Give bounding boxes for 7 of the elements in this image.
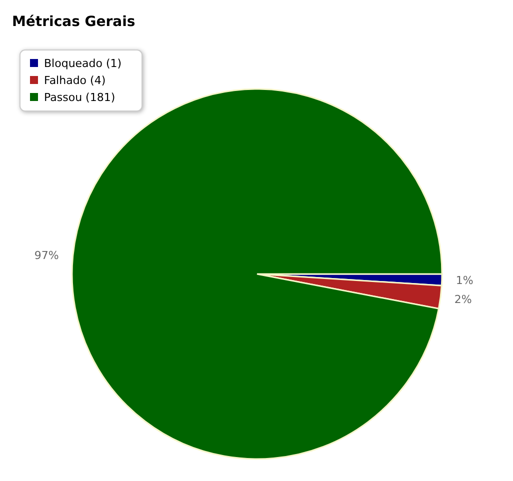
data-label: 1% [456, 274, 474, 288]
legend-label: Bloqueado (1) [44, 56, 122, 70]
data-label: 97% [34, 249, 59, 262]
data-label: 2% [454, 292, 472, 306]
chart-title: Métricas Gerais [12, 14, 136, 30]
legend-label: Passou (181) [44, 90, 116, 104]
legend-label: Falhado (4) [44, 74, 106, 87]
